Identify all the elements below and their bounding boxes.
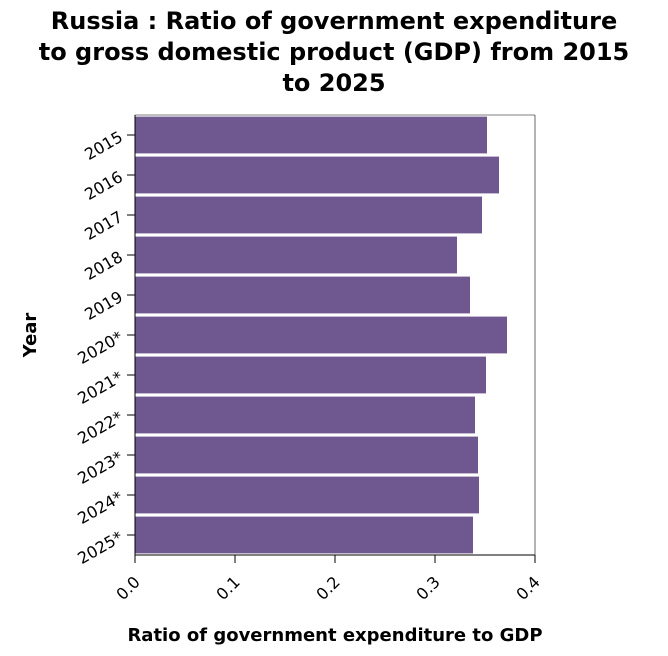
y-tick-label: 2025* xyxy=(74,527,126,568)
x-tick-label: 0.2 xyxy=(312,572,343,603)
y-tick-label: 2021* xyxy=(74,367,126,408)
bar-2017 xyxy=(135,197,482,234)
y-tick-label: 2019 xyxy=(81,287,126,324)
bars-group xyxy=(135,117,507,554)
bar-2021-projected xyxy=(135,357,486,394)
y-tick-label: 2023* xyxy=(74,447,126,488)
bar-2024-projected xyxy=(135,477,479,514)
x-axis-label: Ratio of government expenditure to GDP xyxy=(127,625,542,646)
bar-2025-projected xyxy=(135,517,473,554)
y-tick-label: 2022* xyxy=(74,407,126,448)
x-axis-ticks: 0.0 0.1 0.2 0.3 0.4 xyxy=(112,555,543,604)
bar-2020-projected xyxy=(135,317,507,354)
y-tick-label: 2017 xyxy=(81,207,126,244)
x-tick-label: 0.4 xyxy=(512,572,543,603)
bar-2019 xyxy=(135,277,470,314)
y-tick-label: 2015 xyxy=(81,127,126,164)
x-tick-label: 0.3 xyxy=(412,572,443,603)
y-axis-label: Year xyxy=(20,313,41,359)
bar-2015 xyxy=(135,117,487,154)
y-axis-ticks: 201520162017201820192020*2021*2022*2023*… xyxy=(74,127,135,568)
bar-2016 xyxy=(135,157,499,194)
y-tick-label: 2018 xyxy=(81,247,126,284)
y-tick-label: 2020* xyxy=(74,327,126,368)
y-tick-label: 2016 xyxy=(81,167,126,204)
y-tick-label: 2024* xyxy=(74,487,126,528)
bar-2018 xyxy=(135,237,457,274)
bar-2022-projected xyxy=(135,397,475,434)
bar-2023-projected xyxy=(135,437,478,474)
x-tick-label: 0.0 xyxy=(112,572,143,603)
x-tick-label: 0.1 xyxy=(212,572,243,603)
